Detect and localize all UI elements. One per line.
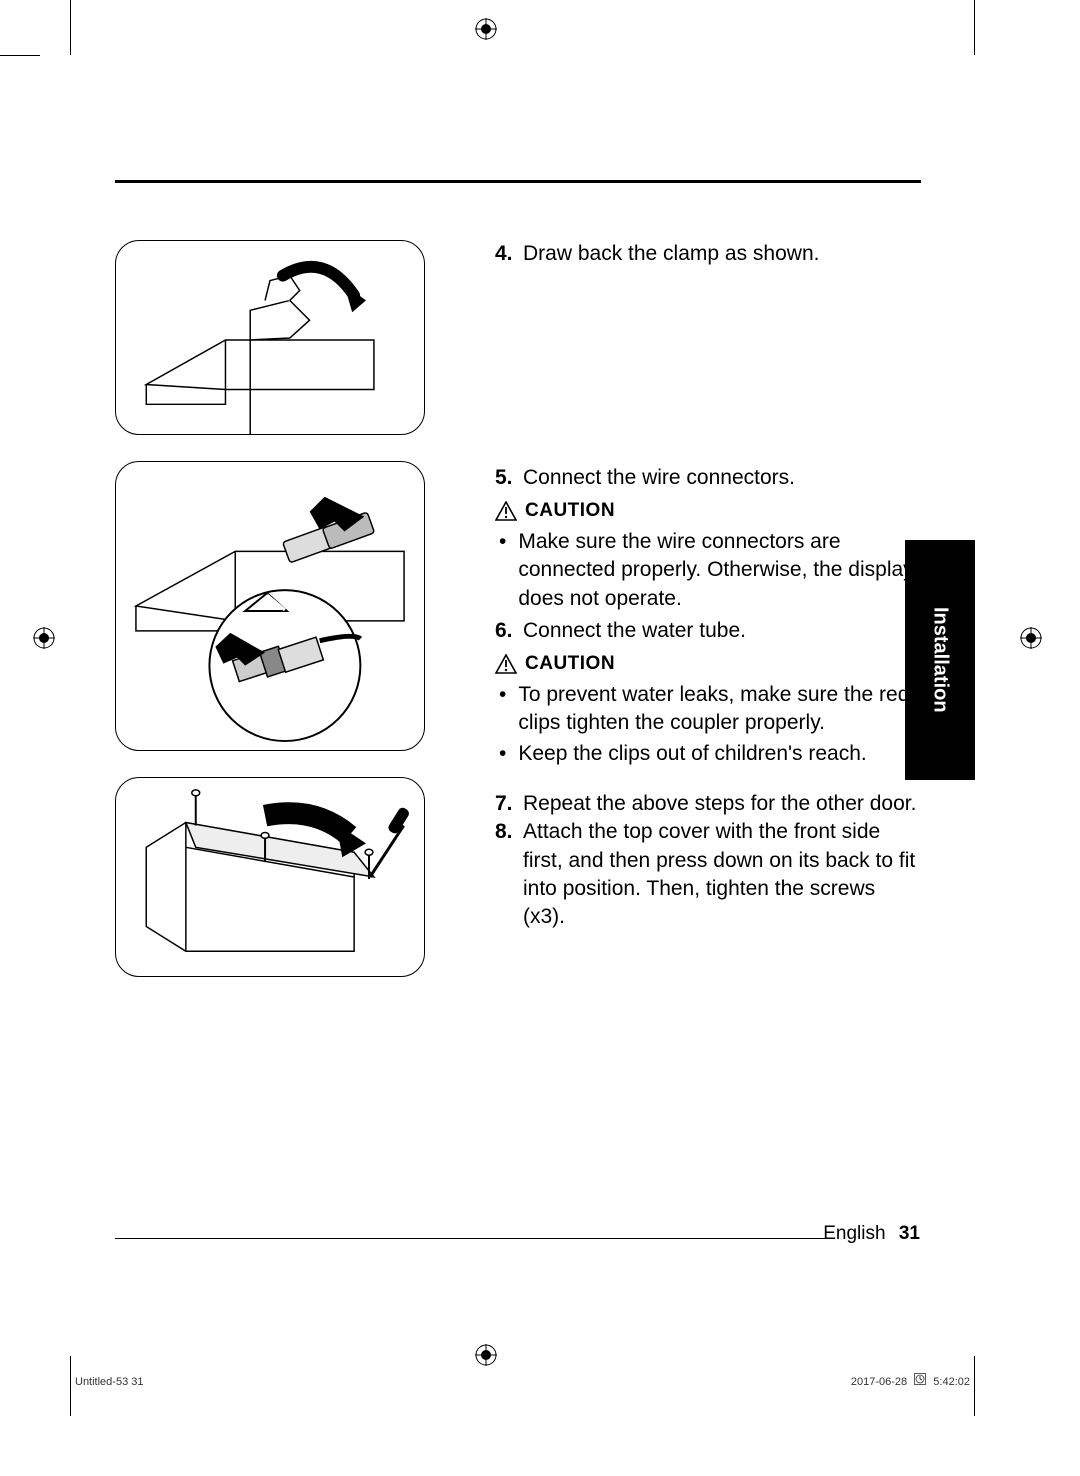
slug-filename: Untitled-53 31 xyxy=(75,1376,144,1388)
step-number: 8. xyxy=(495,818,523,846)
caution-heading: CAUTION xyxy=(495,651,921,677)
page-content: 4. Draw back the clamp as shown. 5. Conn… xyxy=(115,240,921,977)
registration-mark-icon xyxy=(475,1344,497,1366)
section-tab-label: Installation xyxy=(929,607,952,713)
crop-mark xyxy=(974,0,975,55)
figure-clamp xyxy=(115,240,425,435)
caution-heading: CAUTION xyxy=(495,498,921,524)
caution-label: CAUTION xyxy=(525,498,615,524)
bullet-text: Keep the clips out of children's reach. xyxy=(518,740,866,768)
caution-bullets: Make sure the wire connectors are connec… xyxy=(495,528,921,613)
figure-top-cover xyxy=(115,777,425,977)
caution-label: CAUTION xyxy=(525,651,615,677)
crop-mark xyxy=(974,1356,975,1416)
figure-connectors xyxy=(115,461,425,751)
step-4-block: 4. Draw back the clamp as shown. xyxy=(495,240,921,446)
slug-timestamp: 2017-06-28 5:42:02 xyxy=(851,1373,970,1388)
bullet-text: Make sure the wire connectors are connec… xyxy=(518,528,921,613)
caution-bullets: To prevent water leaks, make sure the re… xyxy=(495,681,921,768)
bullet-text: To prevent water leaks, make sure the re… xyxy=(518,681,921,738)
step-text: Connect the wire connectors. xyxy=(523,464,921,492)
warning-icon xyxy=(495,654,517,674)
step-number: 6. xyxy=(495,617,523,645)
header-rule xyxy=(115,180,921,183)
slug-time: 5:42:02 xyxy=(933,1376,970,1388)
crop-mark xyxy=(0,55,40,56)
step-text: Repeat the above steps for the other doo… xyxy=(523,790,921,818)
figures-column xyxy=(115,240,465,977)
step-text: Draw back the clamp as shown. xyxy=(523,240,921,268)
page-footer: English 31 xyxy=(823,1223,920,1245)
steps-5-6-block: 5. Connect the wire connectors. CAUTION … xyxy=(495,464,921,772)
clock-icon xyxy=(914,1373,926,1385)
step-number: 7. xyxy=(495,790,523,818)
crop-mark xyxy=(70,1356,71,1416)
registration-mark-icon xyxy=(33,627,55,649)
registration-mark-icon xyxy=(1020,627,1042,649)
step-text: Attach the top cover with the front side… xyxy=(523,818,921,931)
steps-7-8-block: 7. Repeat the above steps for the other … xyxy=(495,790,921,932)
section-tab: Installation xyxy=(905,540,975,780)
text-column: 4. Draw back the clamp as shown. 5. Conn… xyxy=(495,240,921,977)
slug-date: 2017-06-28 xyxy=(851,1376,907,1388)
registration-mark-icon xyxy=(475,18,497,40)
footer-rule xyxy=(115,1238,835,1239)
warning-icon xyxy=(495,501,517,521)
footer-language: English xyxy=(823,1223,885,1244)
step-number: 5. xyxy=(495,464,523,492)
step-number: 4. xyxy=(495,240,523,268)
footer-page-number: 31 xyxy=(899,1223,920,1244)
step-text: Connect the water tube. xyxy=(523,617,921,645)
crop-mark xyxy=(70,0,71,55)
